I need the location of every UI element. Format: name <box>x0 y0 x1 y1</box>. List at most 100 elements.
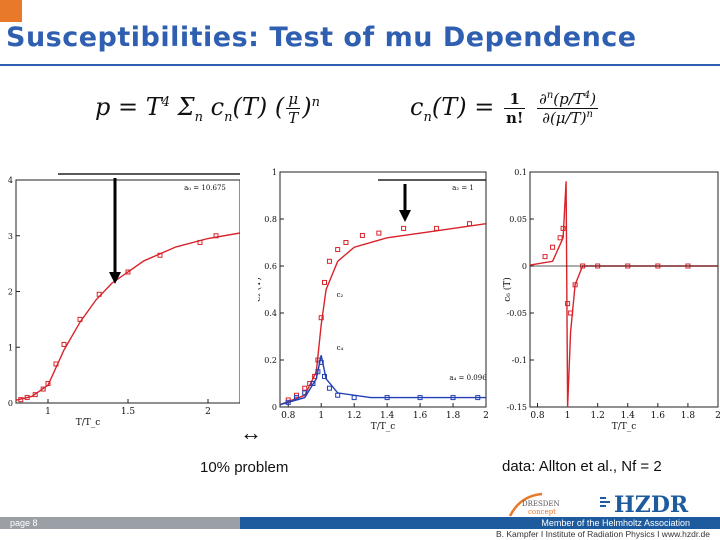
indicator-arrow-head <box>109 272 121 284</box>
data-point <box>321 373 327 379</box>
x-tick-label: 2 <box>205 407 211 417</box>
x-tick-label: 1 <box>45 407 51 417</box>
footer-membership: Member of the Helmholtz Association <box>541 518 690 528</box>
data-point <box>401 225 407 231</box>
y-axis-label: c₂ (T) <box>258 277 263 302</box>
data-point <box>326 258 332 264</box>
x-tick-label: 2 <box>483 411 489 421</box>
footer-bar-right <box>240 517 720 529</box>
annotation-c4-label: c₄ <box>337 344 344 352</box>
svg-text:concept: concept <box>528 508 556 516</box>
plot-c2-c4: 0.8 1 1.2 1.4 1.6 1.8 2 0 0.2 0.4 0.6 0.8 1 c₂ (T) T/T… <box>252 160 490 440</box>
indicator-arrow-head <box>399 210 411 222</box>
x-tick-label: 1.8 <box>681 411 696 421</box>
data-point <box>417 395 423 401</box>
x-tick-label: 1.4 <box>621 411 636 421</box>
x-tick-label: 1.5 <box>121 407 136 417</box>
data-point <box>302 385 308 391</box>
x-tick-label: 1.2 <box>347 411 361 421</box>
data-point <box>434 225 440 231</box>
data-point <box>18 397 24 403</box>
data-point <box>572 282 578 288</box>
y-tick-label: 4 <box>8 176 13 185</box>
x-tick-label: 0.8 <box>530 411 545 421</box>
data-point <box>157 252 163 258</box>
y-tick-label: -0.1 <box>512 356 527 365</box>
data-point <box>450 395 456 401</box>
data-point <box>293 395 299 401</box>
data-point <box>384 395 390 401</box>
plot-frame <box>279 171 487 408</box>
x-tick-label: 1.6 <box>413 411 428 421</box>
y-tick-label: -0.05 <box>506 309 527 318</box>
y-tick-label: 3 <box>8 232 13 241</box>
plot-frame <box>529 171 719 408</box>
caption-data-source: data: Allton et al., Nf = 2 <box>502 458 662 475</box>
x-tick-label: 1.6 <box>651 411 666 421</box>
y-tick-label: 2 <box>8 288 13 297</box>
data-point <box>343 240 349 245</box>
accent-square <box>0 0 22 22</box>
footer-credit: B. Kampfer I Institute of Radiation Phys… <box>495 529 710 539</box>
data-point <box>318 315 324 321</box>
data-point <box>32 392 38 398</box>
series-curve <box>529 181 718 408</box>
data-point <box>53 361 59 367</box>
data-point <box>467 221 473 227</box>
data-point <box>213 233 219 239</box>
title-rule <box>0 64 720 66</box>
y-tick-label: 0.4 <box>264 309 277 318</box>
data-point <box>302 390 308 396</box>
formula-pressure: p = T4 Σn cn(T) (μ T)n <box>95 90 320 127</box>
caption-problem: 10% problem <box>200 459 289 476</box>
data-point <box>321 279 327 285</box>
annotation-a2: a₂ = 1 <box>452 184 474 192</box>
svg-text:HZDR: HZDR <box>614 492 689 518</box>
data-point <box>550 244 556 250</box>
x-axis-label: T/T_c <box>76 418 101 428</box>
y-tick-label: 0.1 <box>514 168 527 177</box>
data-point <box>45 380 51 386</box>
data-point <box>77 316 83 322</box>
data-point <box>565 301 571 307</box>
y-tick-label: 0.8 <box>264 215 277 224</box>
x-tick-label: 1 <box>318 411 324 421</box>
y-tick-label: 0.05 <box>509 215 527 224</box>
data-point <box>542 254 548 260</box>
y-tick-label: 0 <box>522 262 527 271</box>
y-tick-label: 0.6 <box>264 262 277 271</box>
slide-title: Susceptibilities: Test of mu Dependence <box>6 22 637 53</box>
y-tick-label: 0.2 <box>264 356 277 365</box>
annotation-a4: a₄ = 0.096 <box>449 374 487 382</box>
y-axis-label: c₆ (T) <box>502 277 513 302</box>
data-point <box>197 239 203 245</box>
data-point <box>318 359 324 365</box>
data-point <box>475 395 481 401</box>
data-point <box>40 386 46 392</box>
x-tick-label: 1.4 <box>380 411 395 421</box>
x-axis-label: T/T_c <box>371 422 396 432</box>
data-point <box>125 269 131 275</box>
plot-c0: 11.5201234c₀ (T)T/T_ca₀ = 10.675 <box>0 160 241 430</box>
data-point <box>307 381 313 386</box>
dresden-concept-logo: DRESDEN concept <box>508 490 578 518</box>
data-point <box>285 399 291 405</box>
plot-c6: 0.8 1 1.2 1.4 1.6 1.8 2 0.1 0.05 0 -0.05 -0.1 -0.15 c… <box>498 160 720 440</box>
data-point <box>560 225 566 231</box>
x-axis-label: T/T_c <box>612 422 637 432</box>
x-tick-label: 1.8 <box>446 411 461 421</box>
y-tick-label: 0 <box>272 403 277 412</box>
annotation-a0: a₀ = 10.675 <box>184 184 226 192</box>
data-point <box>96 291 102 297</box>
y-tick-label: 1 <box>8 343 13 352</box>
annotation-c2-label: c₂ <box>337 291 344 299</box>
y-tick-label: -0.15 <box>506 403 527 412</box>
plot-frame <box>15 179 241 404</box>
x-tick-label: 1.2 <box>591 411 605 421</box>
footer-bar-left <box>0 517 240 529</box>
data-point <box>315 369 321 375</box>
hzdr-logo: HZDR <box>598 488 708 518</box>
x-tick-label: 2 <box>715 411 720 421</box>
series-curve <box>15 232 241 401</box>
double-arrow-icon: ↔ <box>240 420 262 445</box>
